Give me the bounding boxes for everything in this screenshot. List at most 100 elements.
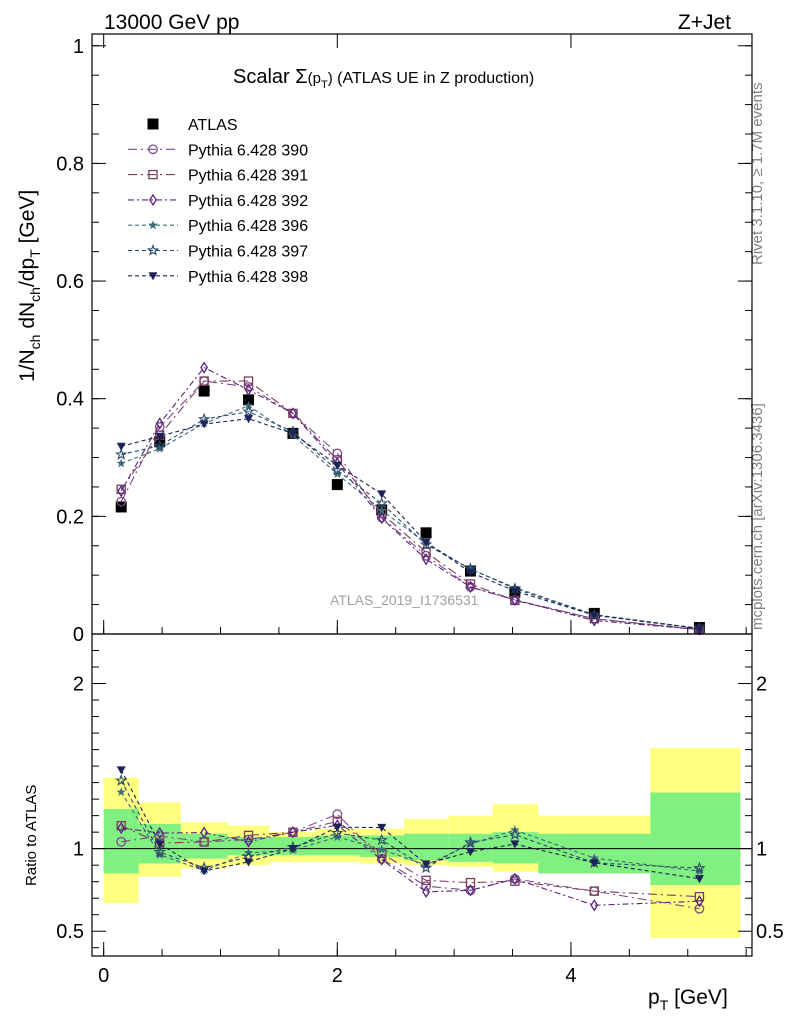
ratio-point-3-6 — [377, 853, 386, 866]
legend-label-4: Pythia 6.428 396 — [188, 218, 308, 235]
ratio-line-6 — [120, 769, 700, 880]
point-4-5 — [332, 469, 343, 478]
x-tick-label-1: 2 — [332, 965, 343, 987]
legend: ATLAS Pythia 6.428 390 Pythia 6.428 391 Pyt… — [128, 117, 308, 286]
legend-label-0: ATLAS — [188, 117, 238, 134]
ratio-point-1-0 — [116, 836, 127, 847]
legend-label-2: Pythia 6.428 391 — [188, 168, 308, 185]
y-tick-label-2: 0.4 — [56, 389, 84, 411]
ratio-point-2-9 — [510, 876, 520, 886]
point-6-3 — [244, 415, 254, 424]
point-6-2 — [199, 420, 209, 429]
ratio-y-tick-label-right-0: 0.5 — [756, 921, 784, 943]
legend-entry-0: ATLAS — [147, 117, 238, 134]
ratio-point-6-1 — [155, 840, 165, 849]
ratio-point-3-9 — [510, 872, 519, 886]
y-axis-label: 1/Nch dNch/dpT [GeV] — [16, 190, 43, 382]
ratio-point-5-9 — [508, 828, 522, 841]
main-series-layer — [114, 361, 706, 636]
ratio-point-6-7 — [421, 860, 431, 869]
point-3-8 — [466, 580, 475, 594]
series-line-5 — [121, 411, 700, 629]
ratio-point-3-8 — [466, 884, 475, 897]
ratio-point-3-10 — [590, 899, 599, 912]
y-tick-label-1: 0.2 — [56, 506, 84, 528]
ratio-y-tick-label-left-1: 1 — [73, 839, 84, 861]
series-line-6 — [121, 418, 700, 630]
legend-entry-1: Pythia 6.428 390 — [128, 142, 308, 159]
ratio-point-3-4 — [288, 826, 297, 839]
ratio-line-3 — [121, 824, 700, 906]
ratio-point-1-1 — [154, 831, 165, 841]
ratio-point-5-0 — [114, 774, 128, 786]
legend-marker-2 — [148, 169, 158, 180]
ratio-point-5-8 — [464, 835, 477, 848]
ratio-uncertainty-bands — [103, 747, 741, 938]
point-0-2 — [198, 385, 210, 397]
title-open: (p — [308, 70, 321, 87]
point-6-8 — [465, 568, 475, 577]
ratio-point-6-2 — [199, 867, 209, 876]
series-line-3 — [120, 366, 700, 631]
series-line-1 — [120, 380, 700, 631]
ratio-point-5-11 — [693, 861, 706, 874]
point-3-6 — [377, 511, 386, 525]
ratio-point-4-5 — [332, 832, 343, 841]
legend-entry-2: Pythia 6.428 391 — [128, 168, 308, 185]
ratio-series-layer — [114, 766, 706, 914]
ratio-point-3-0 — [117, 821, 126, 835]
ratio-point-4-8 — [465, 839, 476, 849]
legend-label-1: Pythia 6.428 390 — [188, 142, 308, 159]
ylabel-c-sub: T — [27, 249, 43, 258]
ylabel-a: 1/N — [16, 349, 39, 382]
point-5-5 — [331, 463, 344, 476]
ratio-point-4-6 — [376, 844, 387, 854]
ratio-series-3 — [117, 819, 704, 912]
title-pre: Scalar — [233, 66, 295, 88]
point-3-2 — [200, 361, 209, 374]
point-4-9 — [510, 582, 520, 592]
ratio-point-4-0 — [116, 787, 126, 797]
point-0-5 — [331, 479, 343, 491]
ratio-y-tick-label-left-2: 2 — [73, 674, 84, 696]
legend-marker-4 — [148, 220, 158, 230]
point-6-7 — [421, 538, 431, 547]
ratio-line-5 — [120, 780, 700, 869]
ylabel-c: /dp — [16, 258, 39, 287]
series-6 — [116, 415, 704, 634]
ratio-series-5 — [114, 774, 706, 874]
ratio-point-5-7 — [419, 861, 433, 874]
point-6-11 — [694, 625, 704, 634]
legend-label-3: Pythia 6.428 392 — [188, 193, 308, 210]
legend-marker-1 — [148, 144, 158, 155]
point-5-6 — [375, 496, 388, 509]
ratio-point-6-10 — [589, 859, 599, 868]
point-0-7 — [420, 527, 432, 539]
axis-tick-labels: 0 2 4 0 0.2 0.4 0.6 0.8 1 0.5 0.5 1 1 2 2 — [56, 36, 784, 987]
ratio-point-6-8 — [465, 848, 475, 857]
point-6-5 — [332, 461, 342, 470]
point-1-3 — [243, 382, 254, 392]
legend-entry-3: Pythia 6.428 392 — [128, 193, 308, 210]
point-4-0 — [116, 458, 126, 468]
legend-marker-0 — [147, 118, 159, 130]
ratio-point-1-7 — [421, 881, 432, 892]
title-post: (ATLAS UE in Z production) — [333, 70, 535, 87]
side-label-rivet: Rivet 3.1.10, ≥ 1.7M events — [749, 83, 766, 266]
legend-label-5: Pythia 6.428 397 — [188, 244, 308, 261]
point-0-3 — [243, 394, 255, 406]
ratio-point-5-6 — [375, 833, 388, 846]
point-2-7 — [421, 547, 431, 557]
ratio-point-3-1 — [155, 826, 164, 840]
legend-marker-5 — [146, 243, 160, 256]
ylabel-d: [GeV] — [16, 190, 39, 250]
ratio-point-1-11 — [694, 903, 705, 914]
ratio-point-5-5 — [331, 826, 344, 839]
axis-ticks — [92, 34, 752, 956]
ratio-point-2-10 — [589, 886, 600, 896]
point-3-1 — [155, 417, 164, 430]
band-inner-11 — [650, 792, 741, 885]
ratio-y-tick-label-left-0: 0.5 — [56, 921, 84, 943]
point-3-9 — [510, 593, 519, 607]
